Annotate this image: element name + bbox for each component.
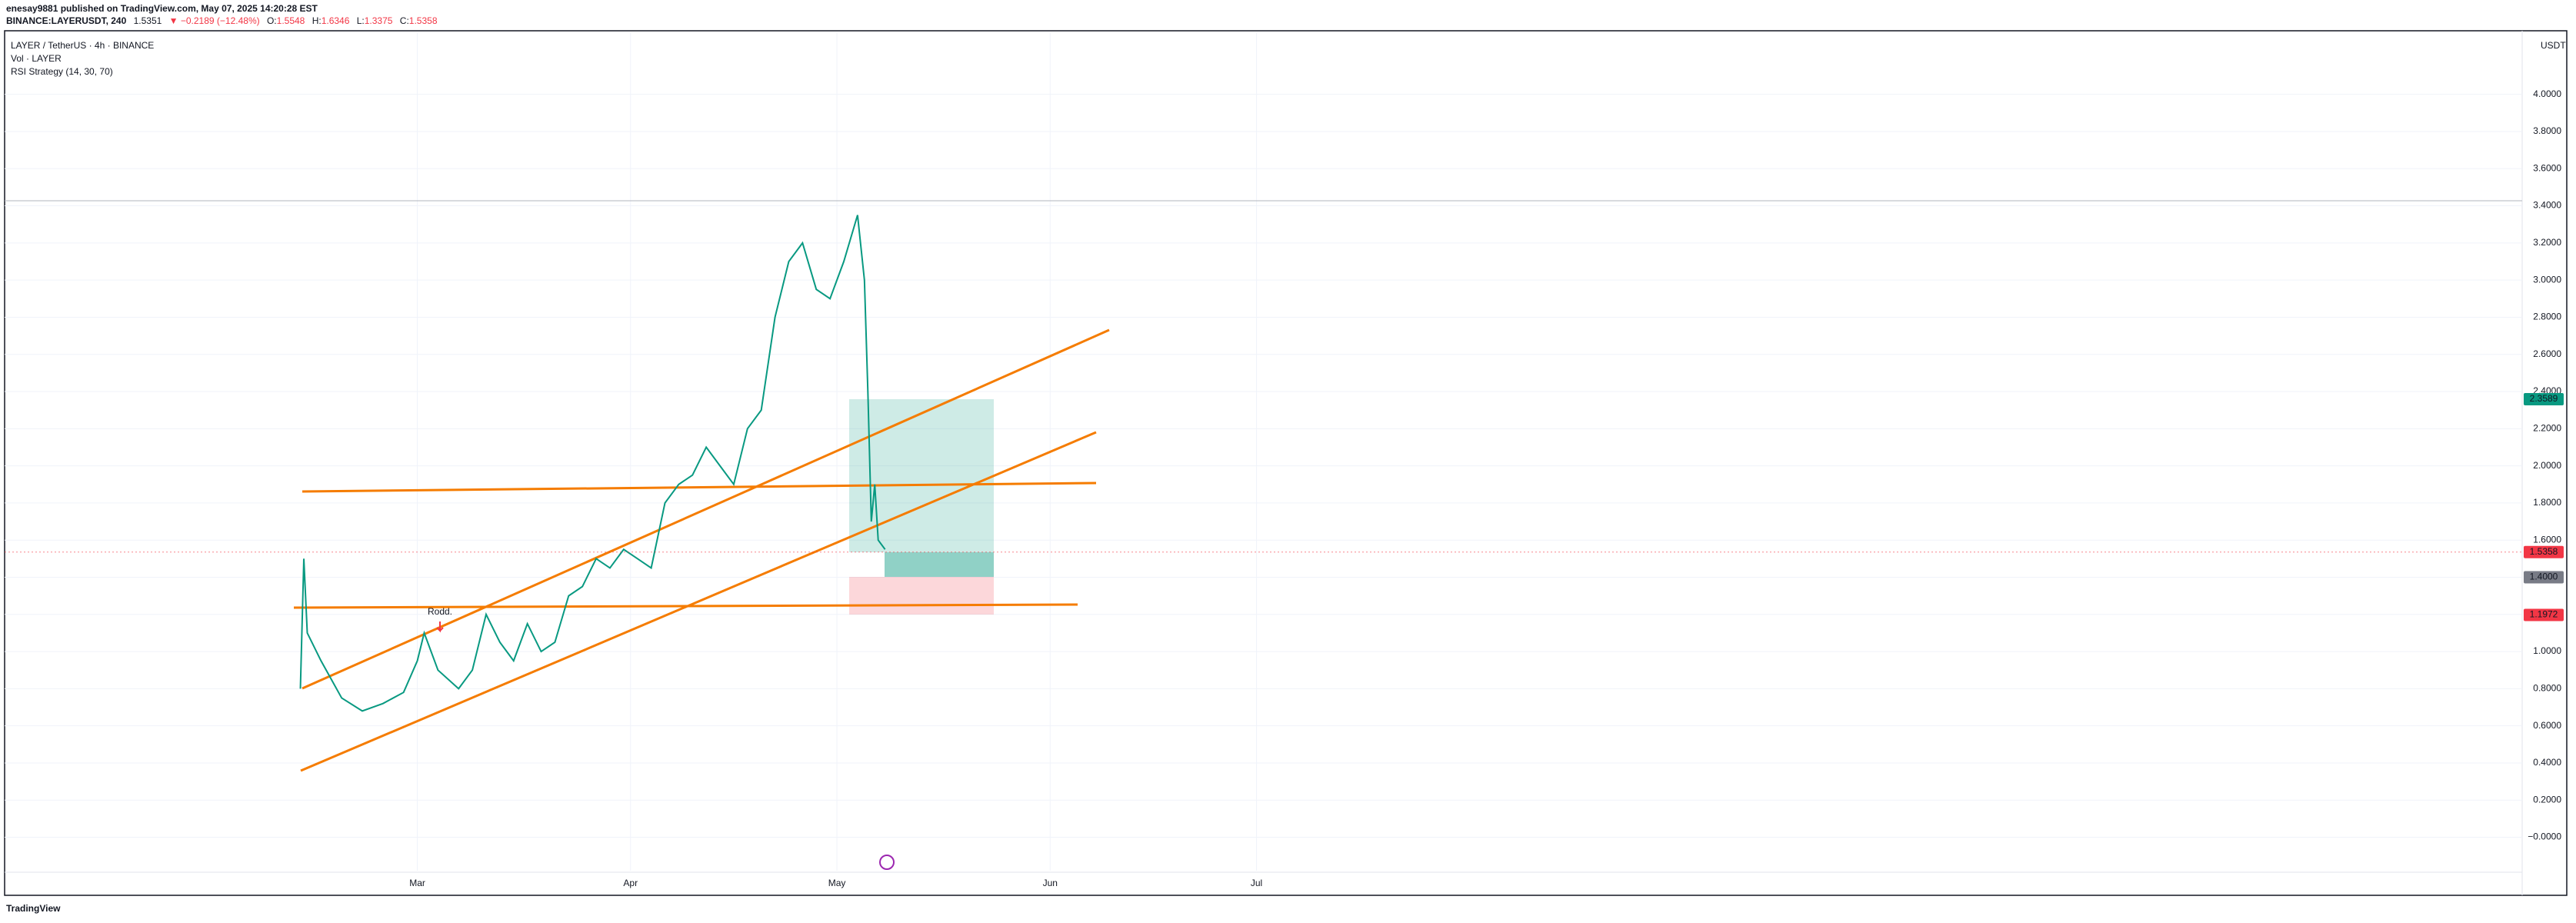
- price-tag: [2524, 545, 2564, 558]
- stop-zone: [849, 577, 994, 615]
- price-tag-label: 1.4000: [2530, 571, 2558, 582]
- grid: [5, 33, 2522, 871]
- trend-line: [302, 328, 1110, 690]
- y-tick-label: 1.6000: [2533, 534, 2561, 545]
- price-tag-label: 1.1972: [2530, 609, 2558, 620]
- y-tick-label: 3.0000: [2533, 274, 2561, 285]
- event-icon: [879, 855, 895, 870]
- ohlc-label: L:: [357, 15, 365, 26]
- x-tick-label: May: [828, 878, 846, 888]
- y-tick-label: 1.0000: [2533, 645, 2561, 656]
- price-tag: [2524, 608, 2564, 621]
- symbol: BINANCE:LAYERUSDT, 240: [6, 15, 127, 26]
- y-tick-label: −0.0000: [2528, 831, 2561, 842]
- y-tick-label: 3.6000: [2533, 162, 2561, 173]
- x-tick-label: Jun: [1043, 878, 1058, 888]
- symbol-line: BINANCE:LAYERUSDT, 240 1.5351 ▼ −0.2189 …: [6, 15, 438, 26]
- last-price: 1.5351: [134, 15, 162, 26]
- annotation: Rodd.: [428, 606, 452, 617]
- ohlc-value: 1.5548: [277, 15, 305, 26]
- price-tag-label: 2.3589: [2530, 393, 2558, 404]
- price-line: [299, 215, 886, 712]
- ohlc-label: O:: [267, 15, 277, 26]
- author-line: enesay9881 published on TradingView.com,…: [6, 3, 318, 14]
- y-tick-label: 0.6000: [2533, 720, 2561, 731]
- y-tick-label: 3.2000: [2533, 237, 2561, 248]
- brand: TradingView: [6, 903, 61, 914]
- y-tick-label: 2.2000: [2533, 422, 2561, 433]
- x-tick-label: Mar: [409, 878, 425, 888]
- signal-arrow: [436, 621, 444, 633]
- y-tick-label: 1.8000: [2533, 497, 2561, 508]
- trend-line: [302, 481, 1097, 493]
- x-tick-label: Apr: [623, 878, 638, 888]
- price-tag: [2524, 571, 2564, 584]
- legend-item: LAYER / TetherUS · 4h · BINANCE: [11, 40, 154, 51]
- ohlc-label: C:: [400, 15, 409, 26]
- y-tick-label: 0.8000: [2533, 683, 2561, 694]
- price-tag-label: 1.5358: [2530, 546, 2558, 557]
- legend-item: Vol · LAYER: [11, 53, 62, 64]
- y-tick-label: 3.8000: [2533, 125, 2561, 136]
- y-tick-label: 2.0000: [2533, 460, 2561, 471]
- chart-frame: [4, 30, 2568, 896]
- trend-line: [300, 431, 1097, 772]
- ohlc-value: 1.5358: [409, 15, 438, 26]
- y-tick-label: 4.0000: [2533, 88, 2561, 99]
- change: ▼ −0.2189 (−12.48%): [169, 15, 260, 26]
- price-tag: [2524, 392, 2564, 405]
- y-tick-label: 0.2000: [2533, 794, 2561, 805]
- currency: USDT: [2541, 40, 2566, 51]
- ohlc-value: 1.3375: [365, 15, 393, 26]
- y-tick-label: 3.4000: [2533, 200, 2561, 211]
- y-tick-label: 2.8000: [2533, 312, 2561, 322]
- x-tick-label: Jul: [1251, 878, 1262, 888]
- trend-line: [293, 603, 1078, 609]
- y-tick-label: 2.6000: [2533, 348, 2561, 359]
- legend-item: RSI Strategy (14, 30, 70): [11, 66, 113, 77]
- y-tick-label: 0.4000: [2533, 757, 2561, 768]
- ohlc-label: H:: [312, 15, 322, 26]
- current-zone: [885, 552, 994, 577]
- ohlc-value: 1.6346: [322, 15, 350, 26]
